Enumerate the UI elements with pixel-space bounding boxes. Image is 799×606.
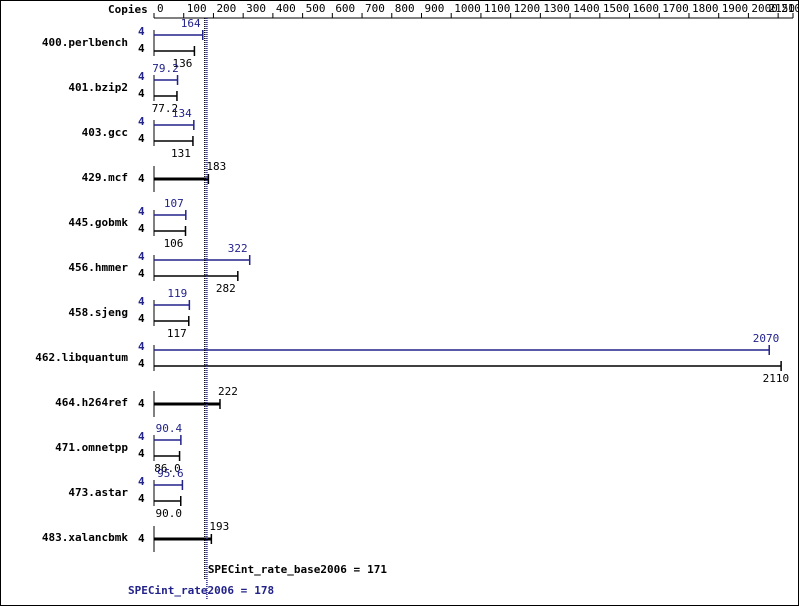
value-label: 193	[209, 520, 229, 533]
copies-label: 4	[138, 312, 145, 325]
value-label: 222	[218, 385, 238, 398]
copies-label: 4	[138, 340, 145, 353]
value-label: 2110	[763, 372, 790, 385]
x-tick-label: 300	[246, 2, 266, 15]
x-tick-label: 2100	[781, 2, 799, 15]
benchmark-label: 445.gobmk	[68, 216, 128, 229]
x-tick-label: 1600	[633, 2, 660, 15]
x-tick-label: 1300	[543, 2, 570, 15]
x-tick-label: 1700	[662, 2, 689, 15]
copies-label: 4	[138, 132, 145, 145]
benchmark-label: 471.omnetpp	[55, 441, 128, 454]
copies-label: 4	[138, 357, 145, 370]
summary-base: SPECint_rate_base2006 = 171	[208, 563, 388, 576]
benchmark-label: 458.sjeng	[68, 306, 128, 319]
benchmark-label: 429.mcf	[82, 171, 128, 184]
x-tick-label: 500	[306, 2, 326, 15]
value-label: 107	[164, 197, 184, 210]
value-label: 86.0	[154, 462, 181, 475]
value-label: 282	[216, 282, 236, 295]
summary-value: 178	[254, 584, 274, 597]
x-tick-label: 1100	[484, 2, 511, 15]
x-tick-label: 700	[365, 2, 385, 15]
copies-label: 4	[138, 25, 145, 38]
value-label: 322	[228, 242, 248, 255]
x-tick-label: 2150	[769, 2, 796, 15]
copies-label: 4	[138, 87, 145, 100]
copies-label: 4	[138, 430, 145, 443]
x-tick-label: 2000	[751, 2, 778, 15]
summary-label: SPECint_rate2006 =	[128, 584, 248, 597]
value-label: 164	[181, 17, 201, 30]
copies-label: 4	[138, 397, 145, 410]
value-label: 131	[171, 147, 191, 160]
x-tick-label: 1000	[454, 2, 481, 15]
value-label: 134	[172, 107, 192, 120]
copies-label: 4	[138, 115, 145, 128]
copies-label: 4	[138, 42, 145, 55]
summary-peak: SPECint_rate2006 = 178	[128, 584, 274, 597]
value-label: 2070	[753, 332, 780, 345]
x-tick-label: 1500	[603, 2, 630, 15]
summary-value: 171	[367, 563, 387, 576]
benchmark-label: 464.h264ref	[55, 396, 128, 409]
value-label: 79.2	[152, 62, 179, 75]
x-tick-label: 0	[157, 2, 164, 15]
x-tick-label: 600	[335, 2, 355, 15]
copies-label: 4	[138, 295, 145, 308]
copies-label: 4	[138, 492, 145, 505]
benchmark-label: 401.bzip2	[68, 81, 128, 94]
copies-label: 4	[138, 250, 145, 263]
x-tick-label: 1900	[722, 2, 749, 15]
x-tick-label: 800	[395, 2, 415, 15]
copies-label: 4	[138, 267, 145, 280]
x-tick-label: 100	[187, 2, 207, 15]
x-tick-label: 900	[424, 2, 444, 15]
copies-label: 4	[138, 447, 145, 460]
summary-label: SPECint_rate_base2006 =	[208, 563, 361, 576]
benchmark-label: 403.gcc	[82, 126, 128, 139]
copies-label: 4	[138, 205, 145, 218]
value-label: 119	[167, 287, 187, 300]
value-label: 106	[164, 237, 184, 250]
copies-label: 4	[138, 475, 145, 488]
value-label: 95.6	[157, 467, 184, 480]
value-label: 117	[167, 327, 187, 340]
x-tick-label: 400	[276, 2, 296, 15]
value-label: 90.4	[156, 422, 183, 435]
benchmark-label: 473.astar	[68, 486, 128, 499]
value-label: 183	[206, 160, 226, 173]
x-tick-label: 200	[216, 2, 236, 15]
axis-label: Copies	[108, 3, 148, 16]
value-label: 136	[172, 57, 192, 70]
value-label: 77.2	[152, 102, 179, 115]
x-tick-label: 1200	[514, 2, 541, 15]
copies-label: 4	[138, 70, 145, 83]
copies-label: 4	[138, 532, 145, 545]
copies-label: 4	[138, 172, 145, 185]
x-tick-label: 1800	[692, 2, 719, 15]
benchmark-label: 400.perlbench	[42, 36, 128, 49]
x-tick-label: 1400	[573, 2, 600, 15]
benchmark-label: 462.libquantum	[35, 351, 128, 364]
benchmark-label: 483.xalancbmk	[42, 531, 128, 544]
benchmark-label: 456.hmmer	[68, 261, 128, 274]
copies-label: 4	[138, 222, 145, 235]
value-label: 90.0	[155, 507, 182, 520]
